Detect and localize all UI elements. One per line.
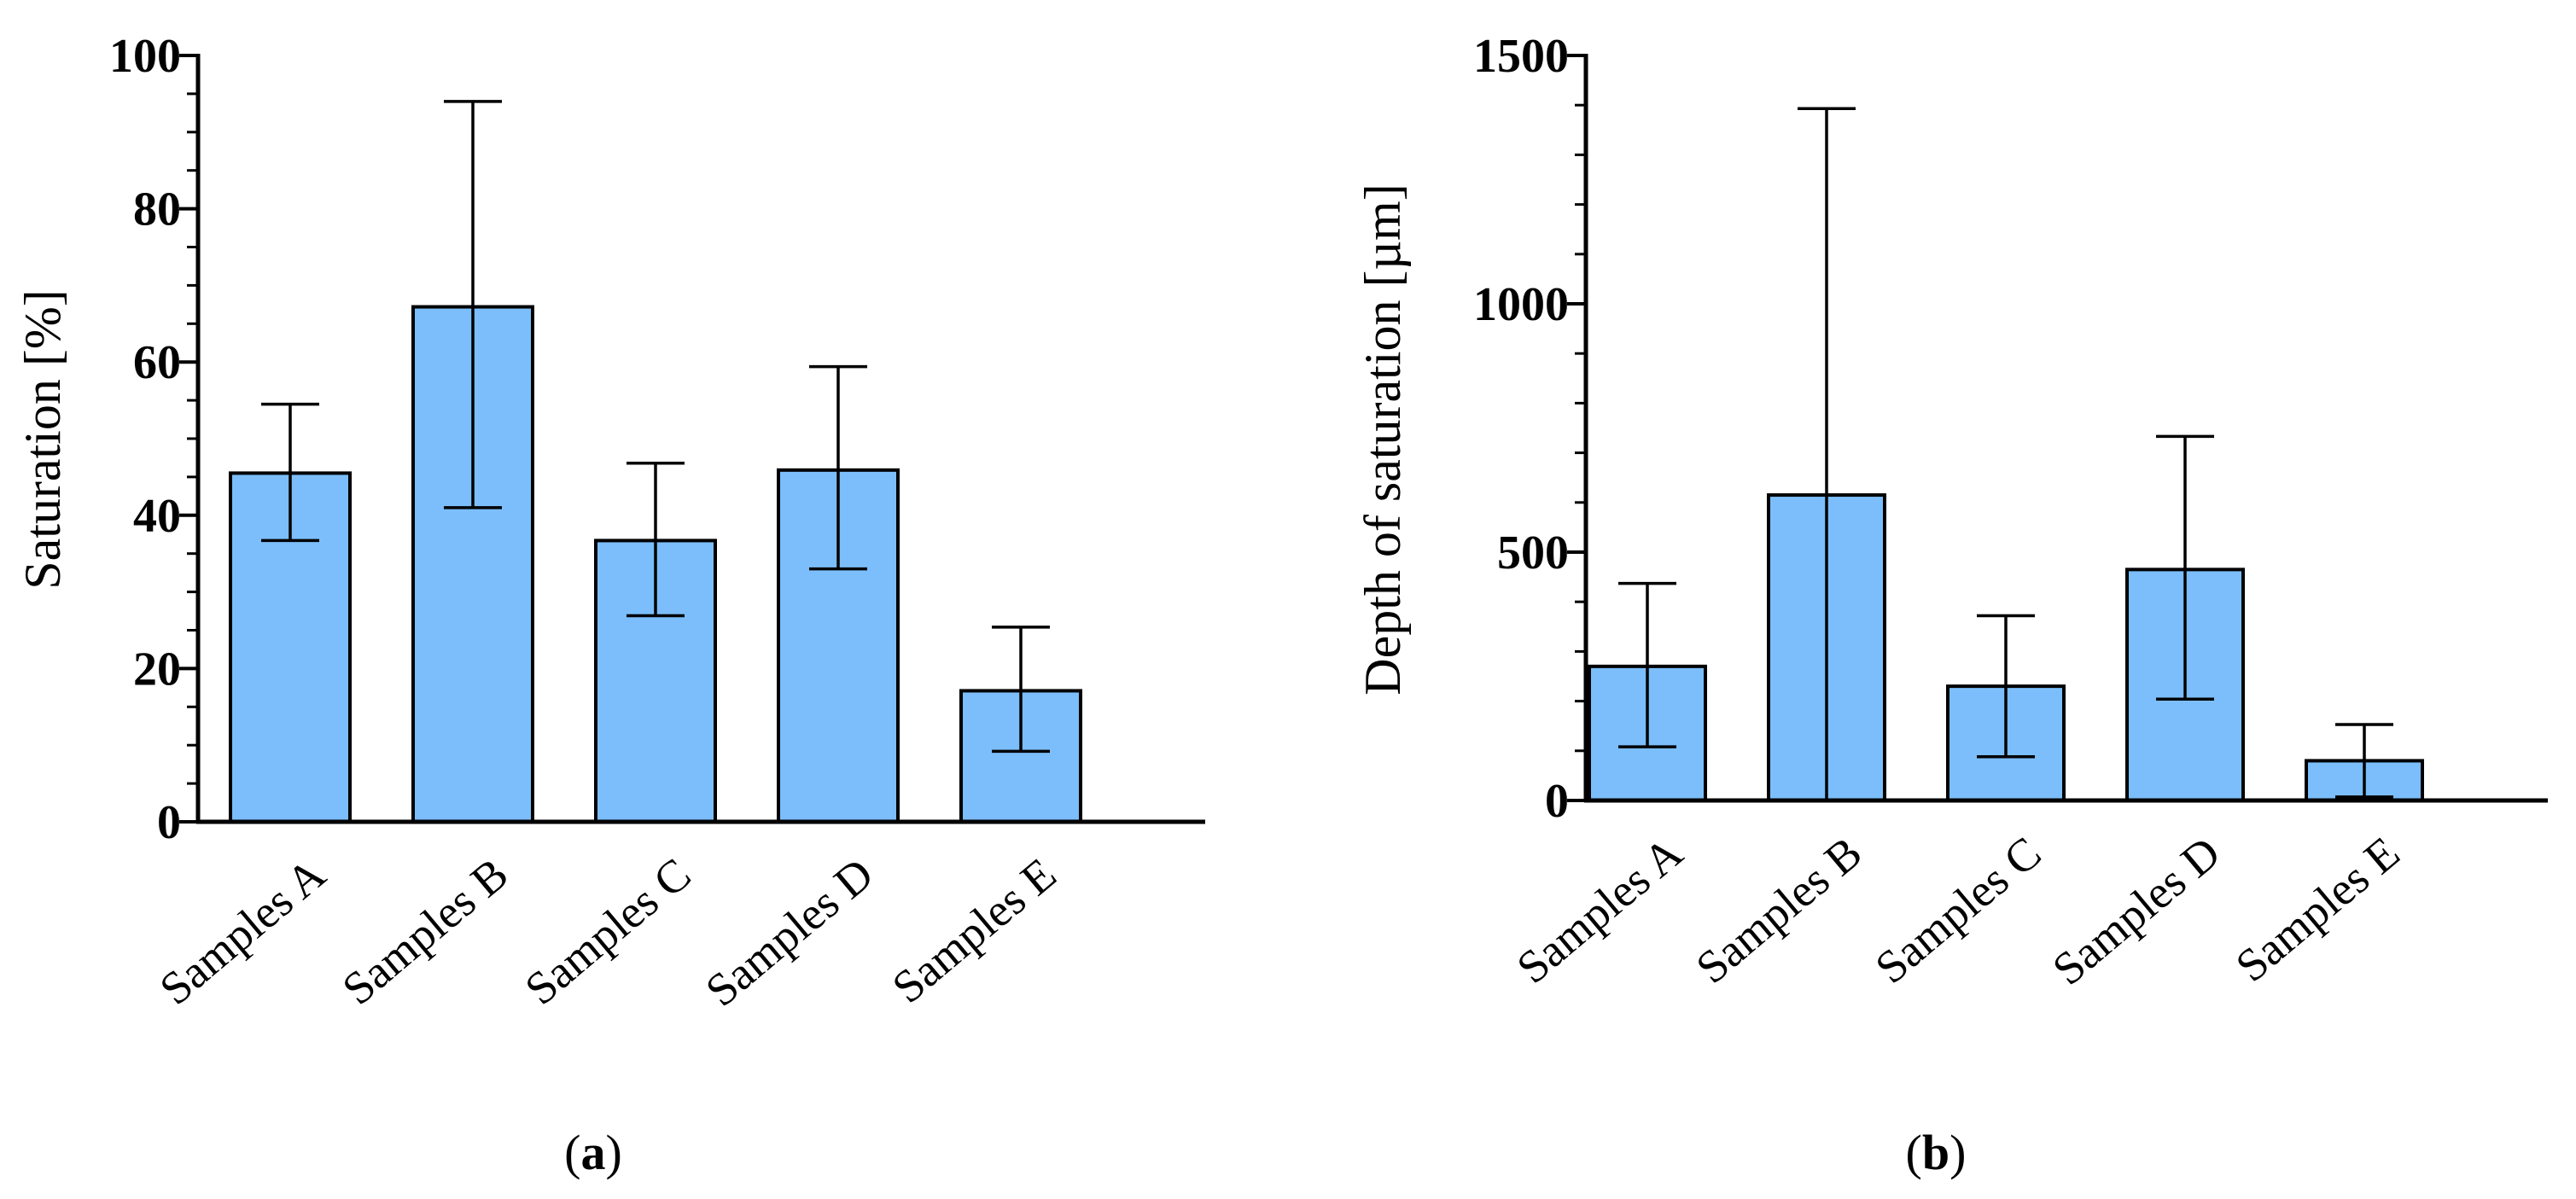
y-tick-label: 100 — [109, 30, 181, 83]
error-bar-samples-c — [627, 461, 685, 618]
error-bar-samples-e — [2335, 723, 2393, 799]
error-bar-samples-b — [444, 100, 502, 509]
x-tick-label: Samples A — [1507, 827, 1693, 993]
y-ticks-group: 0 500 1000 1500 — [1473, 30, 1586, 828]
x-tick-label: Samples D — [2043, 827, 2229, 995]
x-tick-label: Samples C — [1866, 827, 2051, 993]
error-bars-group — [1618, 107, 2393, 802]
y-tick-label: 0 — [1545, 775, 1569, 828]
y-tick-label: 20 — [133, 643, 181, 696]
x-tick-label: Samples B — [333, 848, 518, 1015]
y-tick-label: 1000 — [1473, 278, 1569, 331]
x-tick-label: Samples B — [1687, 827, 1872, 993]
error-bar-samples-a — [1618, 581, 1676, 748]
x-tick-label: Samples D — [696, 848, 883, 1016]
y-tick-label: 1500 — [1473, 30, 1569, 83]
y-ticks-group: 0 20 40 60 80 100 — [109, 30, 198, 849]
x-tick-label: Samples A — [150, 848, 335, 1015]
error-bars-group — [261, 100, 1050, 754]
panel-label-b-letter: b — [1922, 1125, 1949, 1180]
error-bar-samples-d — [809, 364, 867, 571]
y-axis-label: Depth of saturation [µm] — [1355, 183, 1411, 695]
error-bar-samples-a — [261, 402, 319, 543]
y-tick-label: 60 — [133, 336, 181, 389]
y-tick-label: 500 — [1497, 527, 1569, 579]
panel-label-a-letter: a — [581, 1125, 606, 1180]
y-tick-label: 0 — [157, 796, 181, 849]
error-bar-samples-d — [2156, 434, 2214, 701]
x-tick-label: Samples E — [883, 848, 1065, 1013]
panel-label-a: (a) — [564, 1125, 622, 1180]
y-axis-label: Saturation [%] — [15, 289, 71, 590]
y-tick-label: 40 — [133, 490, 181, 543]
error-bar-samples-c — [1977, 614, 2035, 759]
y-tick-label: 80 — [133, 183, 181, 236]
error-bar-samples-e — [992, 626, 1050, 754]
bar-samples-d — [777, 468, 900, 824]
x-tick-label: Samples E — [2226, 827, 2409, 992]
axes-group — [1583, 54, 2548, 803]
x-tick-label: Samples C — [516, 848, 701, 1015]
panel-label-b: (b) — [1906, 1125, 1967, 1180]
